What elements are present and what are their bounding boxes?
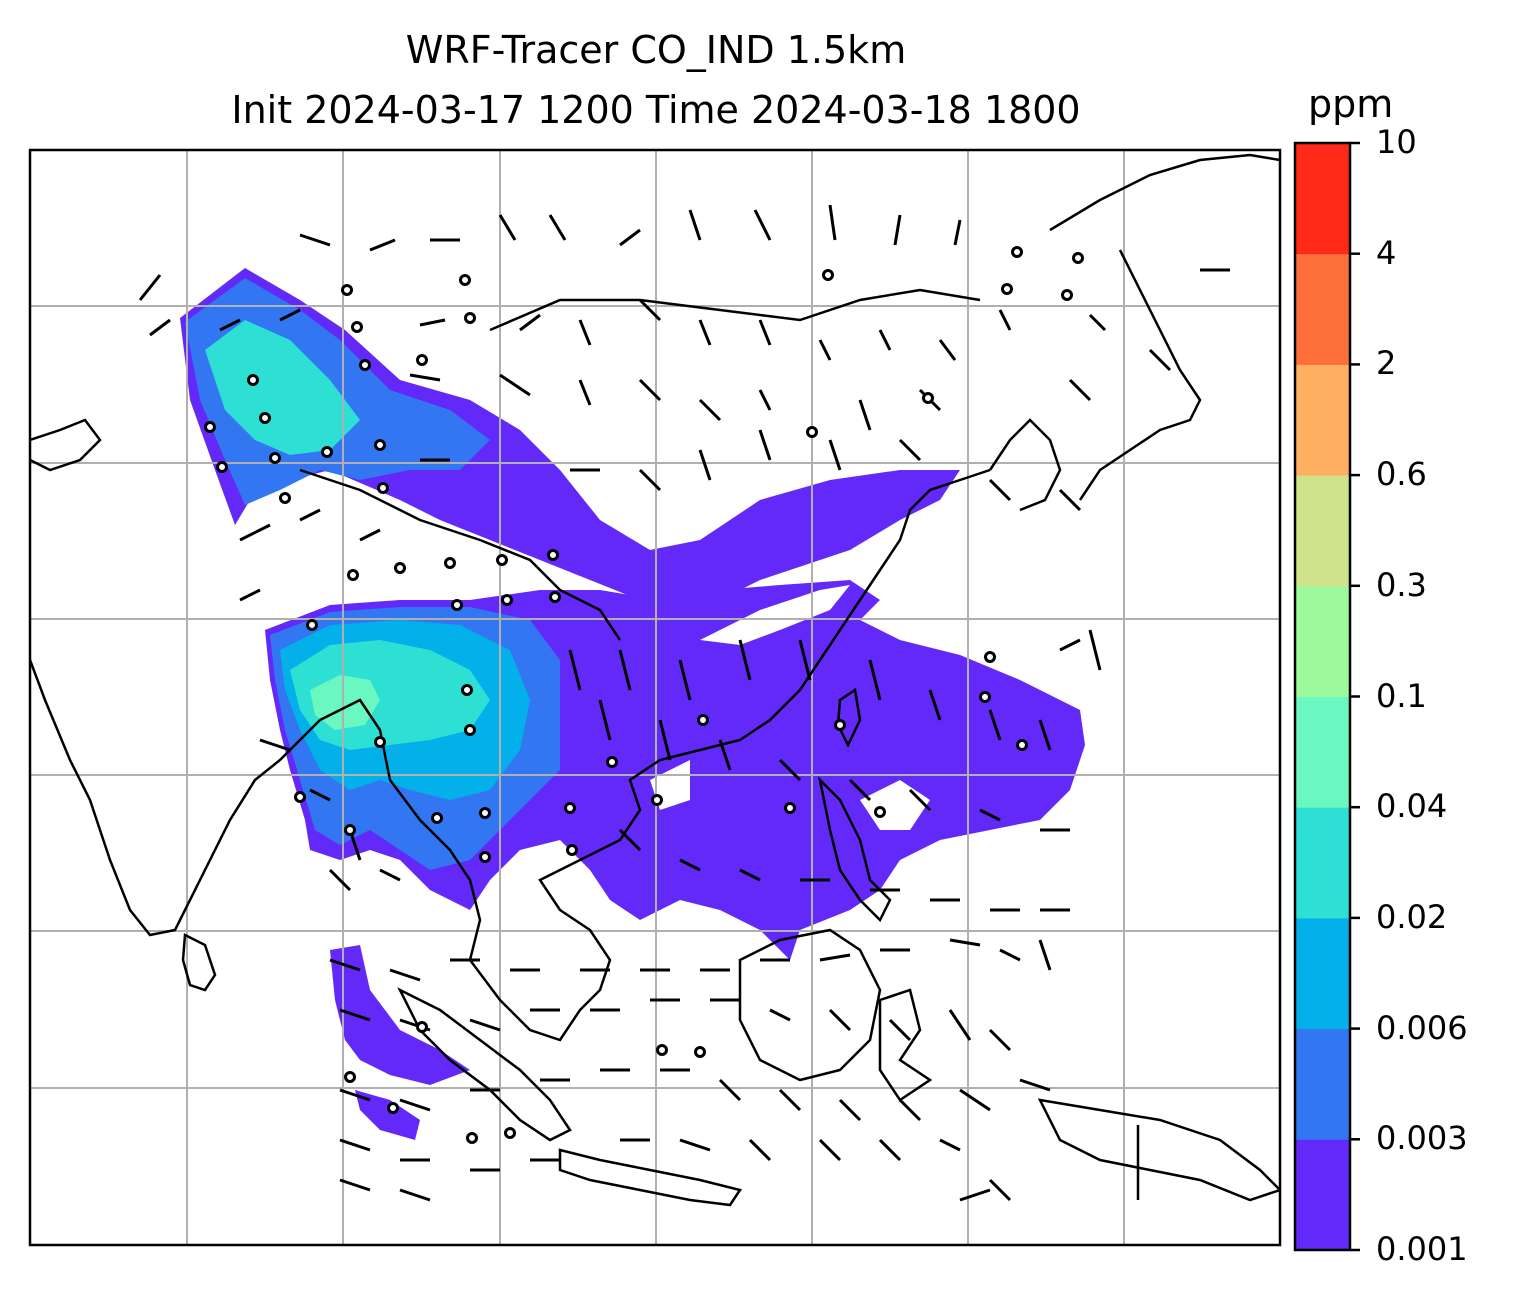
colorbar-tick-label: 0.6 [1376,455,1427,494]
java [558,1148,743,1207]
colorbar-tick-label: 0.006 [1376,1008,1468,1047]
arabia-gulf [30,418,102,472]
borneo [738,928,882,1082]
china-inland-border [299,468,622,641]
gridlines [30,150,1280,1245]
sulawesi [878,988,933,1102]
china-coast [699,468,991,752]
colorbar-segment [1295,1028,1350,1140]
sumatra [397,987,572,1142]
calm-wind-markers [204,246,1084,1144]
colorbar-tick-label: 0.003 [1376,1119,1468,1158]
colorbar-segment [1295,143,1350,255]
wind-barb-set-central [259,629,1102,912]
colorbar-tick-label: 0.3 [1376,565,1427,604]
korea [988,418,1062,512]
mongolia-border [489,288,981,332]
colorbar-segment [1295,917,1350,1030]
colorbar-tick-label: 0.1 [1376,676,1427,715]
philippines [817,776,892,923]
colorbar-segment [1295,585,1350,697]
colorbar-segment [1295,253,1350,365]
wind-barb-set-south [329,938,1052,1202]
colorbar [1293,141,1360,1252]
map-title-line2: Init 2024-03-17 1200 Time 2024-03-18 180… [231,88,1081,132]
plume-south [330,945,470,1085]
wind-barbs [138,204,1230,1202]
colorbar-tick-label: 0.02 [1376,897,1448,936]
map-title-line1: WRF-Tracer CO_IND 1.5km [405,28,907,72]
india-coast [30,659,321,937]
colorbar-segment [1295,807,1350,919]
plume-south-2 [355,1090,420,1140]
colorbar-tick-label: 4 [1376,233,1397,272]
colorbar-segment [1295,1139,1350,1251]
russia-coast [1049,153,1280,232]
coastlines [30,153,1280,1207]
sri-lanka [181,933,217,992]
new-guinea [1037,1098,1280,1202]
japan [1078,249,1202,501]
colorbar-tick-label: 0.04 [1376,787,1448,826]
map-frame [28,148,1282,1247]
colorbar-units: ppm [1308,82,1394,126]
colorbar-tick-label: 2 [1376,344,1397,383]
colorbar-segment [1295,696,1350,808]
colorbar-segment [1295,364,1350,476]
colorbar-tick-label: 10 [1376,123,1417,161]
wind-barb-set-north [138,204,1230,602]
plume-north [180,268,960,610]
plume-north-cyan [205,320,360,455]
colorbar-tick-label: 0.001 [1376,1230,1468,1268]
colorbar-segment [1295,475,1350,587]
tracer-plume [180,268,1085,1140]
